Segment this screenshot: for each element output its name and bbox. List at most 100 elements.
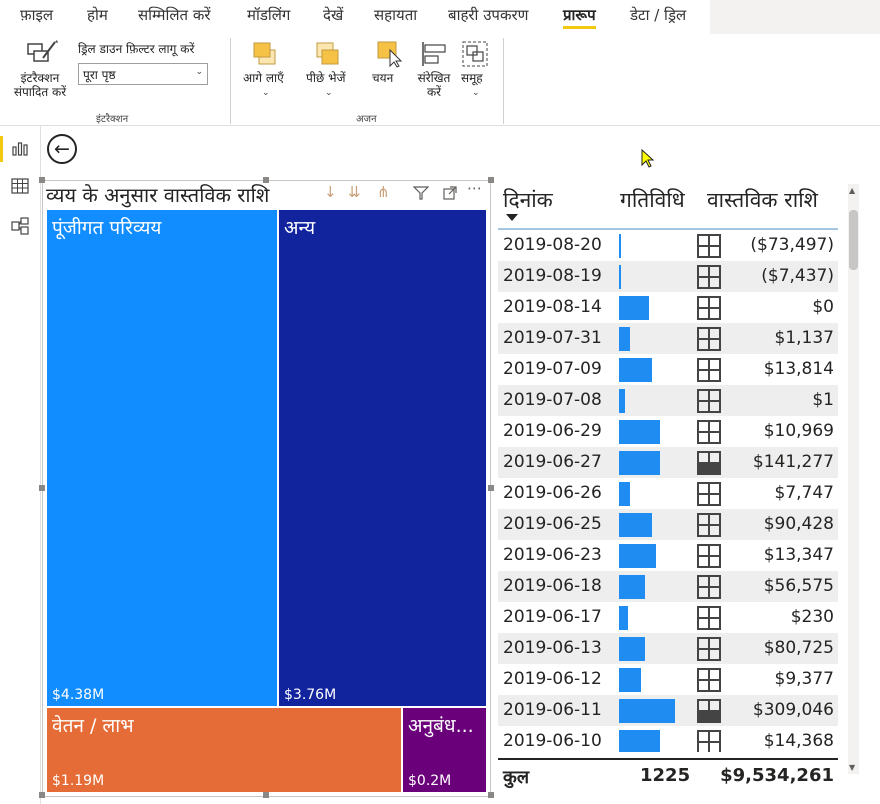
bar-chart-icon[interactable] [10, 138, 30, 158]
chevron-down-icon[interactable]: ⌄ [472, 88, 480, 98]
bring-forward-icon[interactable] [251, 40, 279, 68]
edit-interactions-label[interactable]: इंटरैक्शन संपादित करें [6, 71, 74, 99]
table-row[interactable]: 2019-06-18 $56,575 [498, 571, 838, 602]
treemap-tile-other[interactable]: अन्य $3.76M [279, 210, 486, 706]
menu-home[interactable]: होम [87, 6, 108, 24]
table-icon[interactable] [10, 176, 30, 196]
menu-file[interactable]: फ़ाइल [20, 6, 53, 24]
activity-grid-icon [697, 544, 721, 568]
table-scrollbar[interactable]: ▲ ▼ [848, 184, 859, 774]
table-row[interactable]: 2019-07-09 $13,814 [498, 354, 838, 385]
cell-amount: $56,575 [763, 576, 834, 596]
tile-value: $3.76M [284, 687, 337, 703]
tile-value: $4.38M [52, 687, 105, 703]
menu-insert[interactable]: सम्मिलित करें [138, 6, 211, 24]
resize-handle[interactable] [488, 485, 494, 491]
table-row[interactable]: 2019-06-17 $230 [498, 602, 838, 633]
drill-down-icon[interactable]: ↓ [324, 183, 337, 201]
table-row[interactable]: 2019-06-12 $9,377 [498, 664, 838, 695]
treemap-tile-capital-outlay[interactable]: पूंजीगत परिव्यय $4.38M [47, 210, 277, 706]
selection-label[interactable]: चयन [372, 71, 394, 85]
scrollbar-thumb[interactable] [849, 210, 858, 270]
activity-grid-icon [697, 234, 721, 258]
cell-date: 2019-08-20 [503, 235, 602, 255]
table-row[interactable]: 2019-06-27 $141,277 [498, 447, 838, 478]
scroll-down-icon[interactable]: ▼ [849, 763, 856, 772]
align-icon[interactable] [420, 40, 448, 68]
chevron-down-icon[interactable]: ⌄ [325, 88, 333, 98]
scroll-up-icon[interactable]: ▲ [849, 186, 856, 195]
column-header-amount[interactable]: वास्तविक राशि [707, 188, 818, 212]
resize-handle[interactable] [488, 177, 494, 183]
table-row[interactable]: 2019-08-14 $0 [498, 292, 838, 323]
table-row[interactable]: 2019-06-26 $7,747 [498, 478, 838, 509]
activity-databar [619, 451, 660, 475]
table-row[interactable]: 2019-08-19 ($7,437) [498, 261, 838, 292]
menu-bar-filler [710, 0, 880, 34]
table-visual[interactable]: दिनांक गतिविधि वास्तविक राशि 2019-08-20 (… [498, 184, 860, 797]
table-row[interactable]: 2019-06-10 $14,368 [498, 726, 838, 752]
back-arrow-icon[interactable]: ← [47, 134, 77, 164]
filter-icon[interactable] [413, 186, 429, 200]
resize-handle[interactable] [488, 792, 494, 798]
view-switcher-pane [0, 126, 41, 804]
menu-modeling[interactable]: मॉडलिंग [247, 6, 291, 24]
drill-filter-select[interactable]: पूरा पृष्ठ ⌄ [78, 63, 208, 85]
menu-help[interactable]: सहायता [374, 6, 418, 24]
resize-handle[interactable] [263, 177, 269, 183]
column-header-date[interactable]: दिनांक [503, 188, 553, 212]
menu-format[interactable]: प्रारूप [563, 5, 596, 29]
cell-date: 2019-06-13 [503, 638, 602, 658]
table-row[interactable]: 2019-06-25 $90,428 [498, 509, 838, 540]
activity-grid-icon [697, 265, 721, 289]
expand-all-down-icon[interactable]: ⇊ [348, 183, 361, 201]
column-header-activity[interactable]: गतिविधि [620, 188, 685, 212]
more-options-icon[interactable]: ⋯ [467, 179, 482, 197]
table-row[interactable]: 2019-08-20 ($73,497) [498, 230, 838, 261]
menu-external-tools[interactable]: बाहरी उपकरण [448, 6, 529, 24]
resize-handle[interactable] [39, 177, 45, 183]
send-backward-icon[interactable] [314, 40, 342, 68]
menu-data-drill[interactable]: डेटा / ड्रिल [630, 6, 687, 24]
table-header: दिनांक गतिविधि वास्तविक राशि [498, 184, 838, 228]
cell-date: 2019-06-10 [503, 731, 602, 751]
menu-bar: फ़ाइल होम सम्मिलित करें मॉडलिंग देखें सह… [0, 0, 880, 34]
send-backward-label[interactable]: पीछे भेजें [306, 71, 346, 85]
grid-line [699, 462, 719, 464]
resize-handle[interactable] [39, 485, 45, 491]
activity-grid-icon [697, 730, 721, 752]
cell-amount: $1 [812, 390, 834, 410]
model-icon[interactable] [10, 216, 30, 236]
treemap-title: व्यय के अनुसार वास्तविक राशि [46, 183, 270, 207]
table-row[interactable]: 2019-06-13 $80,725 [498, 633, 838, 664]
table-row[interactable]: 2019-06-23 $13,347 [498, 540, 838, 571]
sort-descending-icon[interactable] [506, 214, 518, 221]
activity-grid-icon [697, 699, 721, 723]
group-icon[interactable] [461, 40, 489, 68]
resize-handle[interactable] [39, 792, 45, 798]
group-label[interactable]: समूह [461, 71, 483, 85]
activity-databar [619, 482, 630, 506]
grid-line [699, 586, 719, 588]
focus-mode-icon[interactable] [443, 186, 457, 200]
menu-view[interactable]: देखें [323, 6, 344, 24]
resize-handle[interactable] [263, 792, 269, 798]
selection-pane-icon[interactable] [376, 40, 404, 68]
grid-line [699, 338, 719, 340]
activity-databar [619, 265, 621, 289]
table-row[interactable]: 2019-06-11 $309,046 [498, 695, 838, 726]
expand-hierarchy-icon[interactable]: ⋔ [377, 183, 390, 201]
table-body: 2019-08-20 ($73,497) 2019-08-19 ($7,437) 201… [498, 230, 838, 752]
cell-date: 2019-08-19 [503, 266, 602, 286]
chevron-down-icon[interactable]: ⌄ [262, 88, 270, 98]
align-label[interactable]: संरेखित करें [414, 71, 454, 99]
activity-databar [619, 606, 628, 630]
table-row[interactable]: 2019-07-08 $1 [498, 385, 838, 416]
table-row[interactable]: 2019-06-29 $10,969 [498, 416, 838, 447]
bring-forward-label[interactable]: आगे लाएँ [243, 71, 284, 85]
edit-interactions-icon[interactable] [25, 38, 59, 68]
treemap-tile-contract[interactable]: अनुबंध... $0.2M [403, 708, 486, 792]
treemap-visual[interactable]: व्यय के अनुसार वास्तविक राशि ↓ ⇊ ⋔ ⋯ पूं… [39, 177, 494, 798]
treemap-tile-salary-benefits[interactable]: वेतन / लाभ $1.19M [47, 708, 401, 792]
table-row[interactable]: 2019-07-31 $1,137 [498, 323, 838, 354]
